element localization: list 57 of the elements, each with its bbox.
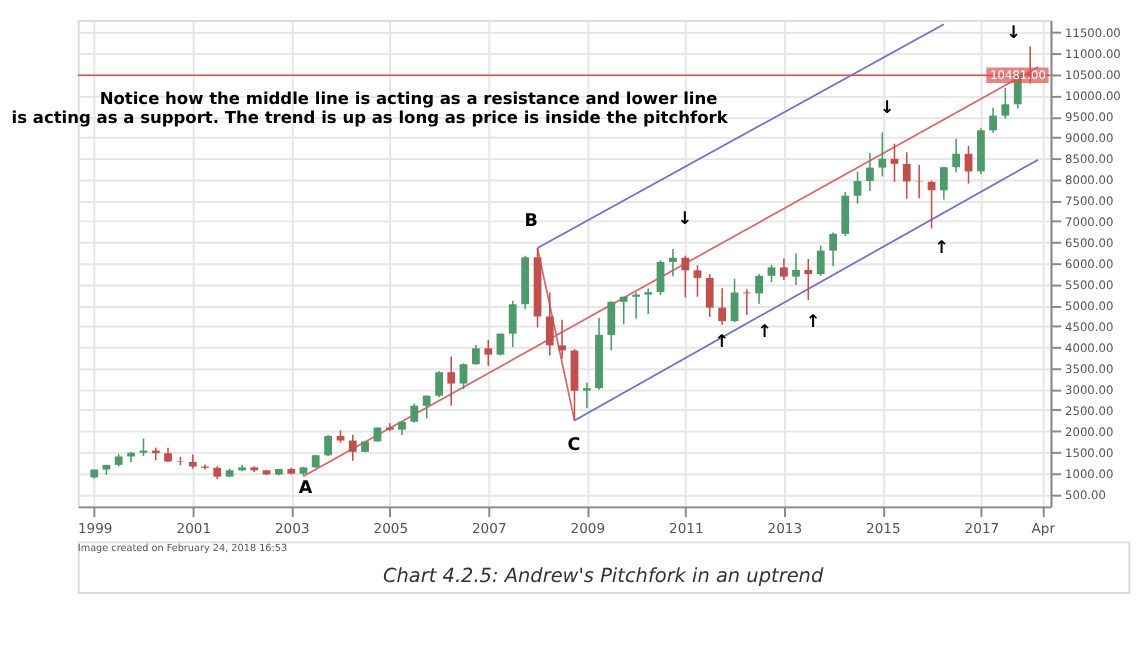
- annotation: ↑: [757, 323, 772, 344]
- candlestick: [583, 381, 591, 410]
- annotation: ↓: [677, 210, 693, 231]
- candlestick: [841, 191, 850, 237]
- candlestick: [718, 287, 727, 326]
- candlestick: [792, 252, 800, 286]
- candlestick: [619, 295, 628, 326]
- candlestick: [447, 355, 456, 407]
- candlestick: [435, 370, 443, 399]
- candlestick: [693, 264, 702, 298]
- candlestick: [829, 231, 838, 267]
- candlestick: [915, 164, 924, 199]
- annotation: A: [298, 478, 313, 499]
- candlestick: [385, 422, 394, 433]
- candlestick: [853, 171, 862, 205]
- annotation: Notice how the middle line is acting as a resistance and lower line: [99, 87, 719, 108]
- candlestick: [472, 344, 480, 366]
- candlestick: [878, 131, 887, 178]
- candlestick: [558, 319, 566, 360]
- candlestick: [1001, 87, 1010, 120]
- candlestick: [570, 348, 579, 422]
- annotation: ↑: [805, 313, 821, 334]
- candlestick: [952, 137, 961, 173]
- candlestick: [669, 248, 677, 277]
- candlestick: [939, 165, 948, 201]
- candlestick: [780, 257, 788, 281]
- candlestick: [681, 254, 690, 299]
- caption: Chart 4.2.5: Andrew's Pitchfork in an uptrend: [382, 566, 825, 589]
- candlestick: [644, 287, 653, 315]
- annotation: ↓: [1006, 23, 1021, 44]
- annotation: C: [567, 435, 581, 456]
- candlestick: [508, 300, 517, 348]
- annotation: ↑: [714, 332, 730, 353]
- candlestick: [324, 434, 332, 457]
- candlestick: [545, 291, 554, 357]
- candlestick: [816, 244, 825, 277]
- candlestick: [866, 152, 874, 192]
- candlestick: [902, 151, 911, 200]
- candlestick: [459, 362, 468, 390]
- annotation: ↓: [879, 99, 895, 120]
- candlestick: [755, 273, 763, 305]
- annotation: is acting as a support. The trend is up as long as price is inside the pitchfork: [11, 107, 729, 128]
- annotation: ↑: [934, 239, 949, 260]
- candlestick: [804, 258, 813, 301]
- candlestick: [607, 300, 616, 352]
- candlestick: [977, 127, 985, 175]
- candlestick: [422, 394, 431, 420]
- candlestick: [410, 402, 419, 424]
- candlestick: [348, 434, 357, 462]
- candlestick: [989, 106, 997, 134]
- annotation: B: [524, 212, 539, 233]
- candlestick: [705, 273, 714, 318]
- candlestick: [484, 339, 493, 367]
- candlestick: [188, 453, 197, 470]
- candlestick: [632, 291, 640, 320]
- candlestick: [521, 254, 530, 311]
- candlestick: [890, 142, 899, 183]
